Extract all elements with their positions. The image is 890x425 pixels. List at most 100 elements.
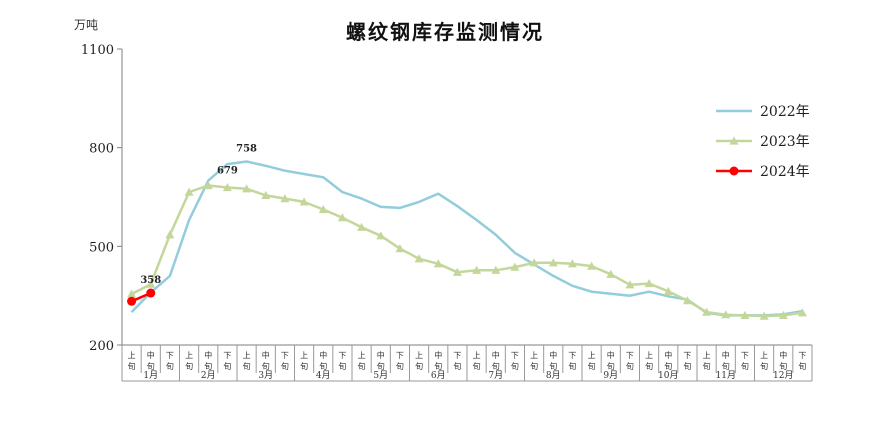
x-tick-label: 中 [204, 350, 212, 360]
x-tick-label: 上 [530, 351, 538, 360]
series-point [491, 265, 501, 274]
x-tick-label: 旬 [492, 361, 500, 371]
x-tick-label: 上 [300, 351, 308, 360]
x-tick-label: 旬 [664, 361, 672, 371]
series-point [682, 296, 692, 305]
series-point [242, 184, 252, 193]
x-tick-label: 上 [243, 351, 251, 360]
series-point [395, 244, 405, 253]
x-tick-label: 中 [262, 350, 270, 360]
x-tick-label: 中 [147, 350, 155, 360]
series-point [663, 286, 673, 295]
series-point [433, 259, 443, 268]
y-tick-label: 1100 [81, 43, 114, 58]
series-point [778, 310, 788, 319]
x-tick-label: 旬 [760, 361, 768, 371]
series-point [644, 279, 654, 288]
series-point [165, 230, 175, 239]
series-point [452, 267, 462, 276]
series-point [472, 265, 482, 274]
series-point [146, 288, 156, 298]
x-tick-label: 中 [434, 350, 442, 360]
x-tick-label: 中 [607, 350, 615, 360]
series-point [740, 310, 750, 319]
series-point [337, 213, 347, 222]
x-tick-label: 旬 [223, 361, 231, 371]
x-tick-label: 旬 [147, 361, 155, 371]
x-tick-label: 下 [798, 351, 806, 360]
legend-marker [729, 136, 739, 145]
legend-label: 2023年 [760, 134, 810, 150]
x-tick-label: 旬 [798, 361, 806, 371]
x-tick-label: 中 [549, 350, 557, 360]
y-tick-label: 500 [89, 240, 114, 255]
month-label: 10月 [658, 370, 678, 381]
series-point [184, 187, 194, 196]
x-tick-label: 旬 [530, 361, 538, 371]
series-point [529, 258, 539, 267]
y-tick-label: 200 [89, 339, 114, 354]
x-tick-label: 旬 [243, 361, 251, 371]
x-tick-label: 下 [396, 351, 404, 360]
series-point [759, 311, 769, 320]
x-tick-label: 下 [683, 351, 691, 360]
month-label: 3月 [258, 370, 273, 381]
series-point [702, 307, 712, 316]
chart-title: 螺纹钢库存监测情况 [346, 20, 544, 44]
x-tick-label: 中 [319, 350, 327, 360]
x-tick-label: 旬 [453, 361, 461, 371]
x-tick-label: 上 [473, 351, 481, 360]
series-point [721, 310, 731, 319]
series-point [567, 259, 577, 268]
series-point [299, 197, 309, 206]
x-tick-label: 旬 [434, 361, 442, 371]
x-tick-label: 旬 [607, 361, 615, 371]
x-tick-label: 旬 [741, 361, 749, 371]
x-tick-label: 中 [492, 350, 500, 360]
series-point [261, 190, 271, 199]
x-tick-label: 旬 [473, 361, 481, 371]
x-tick-label: 旬 [626, 361, 634, 371]
x-tick-label: 旬 [358, 361, 366, 371]
x-tick-label: 旬 [703, 361, 711, 371]
legend-marker [729, 166, 739, 176]
x-tick-label: 旬 [549, 361, 557, 371]
series-point [146, 279, 156, 288]
series-point [280, 194, 290, 203]
data-label: 679 [217, 165, 238, 176]
x-tick-label: 上 [703, 351, 711, 360]
month-label: 12月 [773, 370, 793, 381]
series-point [318, 205, 328, 214]
x-tick-label: 下 [338, 351, 346, 360]
x-tick-label: 旬 [568, 361, 576, 371]
x-tick-label: 旬 [281, 361, 289, 371]
x-tick-label: 旬 [396, 361, 404, 371]
month-label: 5月 [373, 370, 388, 381]
series-point [606, 269, 616, 278]
x-tick-label: 中 [722, 350, 730, 360]
month-label: 2月 [201, 370, 216, 381]
legend-label: 2022年 [760, 104, 810, 120]
series-point [414, 254, 424, 263]
x-tick-label: 旬 [722, 361, 730, 371]
x-tick-label: 旬 [377, 361, 385, 371]
x-tick-label: 中 [377, 350, 385, 360]
month-label: 1月 [143, 370, 158, 381]
month-label: 4月 [316, 370, 331, 381]
x-tick-label: 旬 [319, 361, 327, 371]
x-tick-label: 下 [166, 351, 174, 360]
x-tick-label: 旬 [185, 361, 193, 371]
x-tick-label: 旬 [338, 361, 346, 371]
series-point [797, 308, 807, 317]
series-point [376, 231, 386, 240]
x-tick-label: 下 [281, 351, 289, 360]
x-tick-label: 下 [741, 351, 749, 360]
x-tick-label: 上 [358, 351, 366, 360]
series-point [548, 258, 558, 267]
x-tick-label: 旬 [683, 361, 691, 371]
month-label: 8月 [546, 370, 561, 381]
x-tick-label: 旬 [588, 361, 596, 371]
month-label: 11月 [716, 370, 736, 381]
x-tick-label: 旬 [511, 361, 519, 371]
y-axis-unit: 万吨 [74, 18, 99, 32]
